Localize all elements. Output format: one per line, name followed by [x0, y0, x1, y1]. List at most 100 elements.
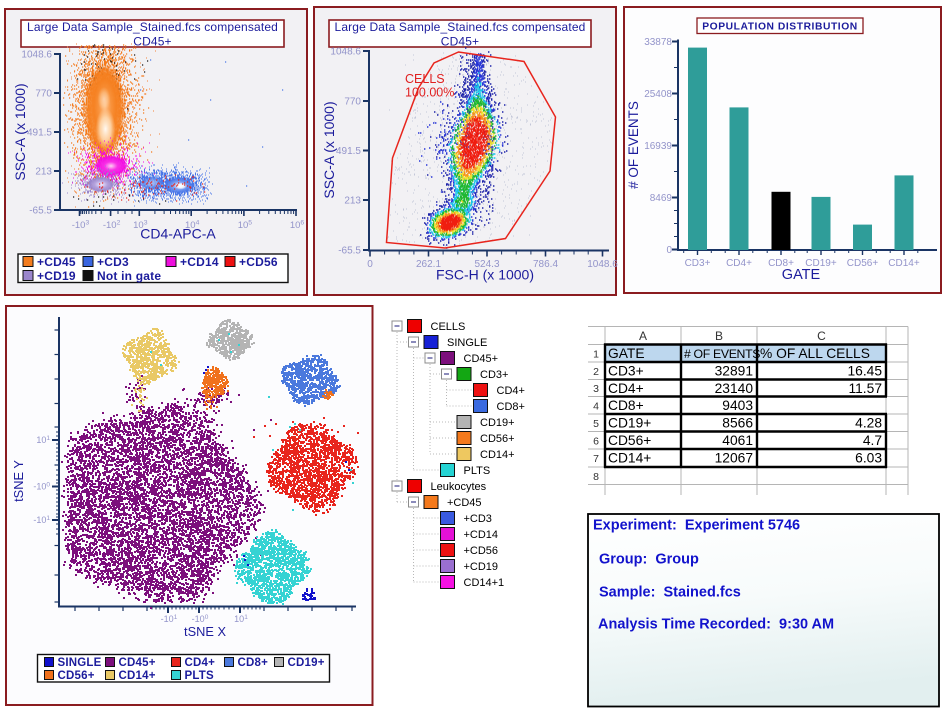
svg-text:8566: 8566 [722, 416, 753, 431]
svg-text:CD4-APC-A: CD4-APC-A [140, 226, 216, 242]
svg-text:Experiment: Experiment 5746: Experiment: Experiment 5746 [593, 518, 800, 534]
svg-text:PLTS: PLTS [185, 670, 214, 682]
svg-text:4061: 4061 [722, 433, 753, 448]
svg-text:# OF EVENTS: # OF EVENTS [626, 101, 641, 189]
svg-text:1048.6: 1048.6 [330, 47, 361, 58]
svg-text:6: 6 [593, 435, 599, 447]
svg-text:16939: 16939 [644, 141, 672, 152]
svg-text:1048.6: 1048.6 [587, 259, 618, 270]
svg-text:B: B [715, 329, 723, 343]
svg-text:SINGLE: SINGLE [58, 657, 102, 669]
svg-text:GATE: GATE [608, 346, 645, 361]
svg-text:0: 0 [367, 259, 373, 270]
svg-text:CD8+: CD8+ [768, 258, 794, 269]
svg-text:11.57: 11.57 [848, 381, 882, 396]
svg-text:SINGLE: SINGLE [447, 337, 487, 349]
svg-text:+CD56: +CD56 [239, 255, 278, 269]
svg-text:CD8+: CD8+ [608, 398, 644, 413]
svg-text:23140: 23140 [715, 381, 754, 396]
svg-text:CD19+: CD19+ [480, 417, 515, 429]
svg-text:+CD3: +CD3 [97, 255, 129, 269]
svg-text:2: 2 [593, 366, 599, 378]
svg-text:Sample: Stained.fcs: Sample: Stained.fcs [599, 585, 741, 601]
svg-text:-101: -101 [33, 515, 50, 525]
svg-text:SSC-A (x 1000): SSC-A (x 1000) [321, 101, 337, 198]
svg-text:CD4+: CD4+ [608, 381, 644, 396]
svg-text:-100: -100 [192, 614, 209, 624]
svg-text:PLTS: PLTS [464, 465, 491, 477]
svg-text:CD19+: CD19+ [608, 416, 651, 431]
svg-text:6.03: 6.03 [855, 451, 882, 466]
svg-text:CD8+: CD8+ [238, 657, 269, 669]
svg-text:CD4+: CD4+ [497, 385, 525, 397]
svg-text:+CD56: +CD56 [464, 545, 499, 557]
svg-text:262.1: 262.1 [416, 259, 441, 270]
svg-text:Not in gate: Not in gate [97, 269, 161, 283]
svg-text:4.28: 4.28 [855, 416, 882, 431]
svg-text:101: 101 [234, 614, 248, 624]
svg-text:-65.5: -65.5 [338, 246, 361, 257]
svg-text:0: 0 [666, 245, 672, 256]
svg-text:5: 5 [593, 418, 599, 430]
svg-text:25408: 25408 [644, 89, 672, 100]
svg-text:524.3: 524.3 [474, 259, 499, 270]
svg-text:770: 770 [35, 89, 52, 100]
svg-text:106: 106 [290, 220, 305, 232]
svg-text:-100: -100 [33, 482, 50, 492]
svg-text:CD3+: CD3+ [480, 369, 508, 381]
svg-text:+CD45: +CD45 [37, 255, 76, 269]
svg-text:CD14+: CD14+ [119, 670, 156, 682]
svg-text:Analysis Time Recorded: 9:30: Analysis Time Recorded: 9:30 AM [598, 617, 834, 633]
svg-text:4.7: 4.7 [863, 433, 882, 448]
svg-text:770: 770 [344, 97, 361, 108]
svg-text:+CD14: +CD14 [464, 529, 499, 541]
svg-text:CD56+: CD56+ [58, 670, 95, 682]
svg-text:# OF EVENTS: # OF EVENTS [684, 347, 760, 361]
svg-text:Large Data Sample_Stained.fcs: Large Data Sample_Stained.fcs compensate… [335, 20, 586, 34]
svg-text:CD8+: CD8+ [497, 401, 525, 413]
svg-text:CD45+: CD45+ [464, 353, 499, 365]
svg-text:A: A [639, 329, 647, 343]
svg-text:+CD19: +CD19 [464, 561, 499, 573]
svg-text:C: C [817, 329, 826, 343]
svg-text:786.4: 786.4 [533, 259, 558, 270]
svg-text:GATE: GATE [782, 267, 821, 283]
svg-text:tSNE Y: tSNE Y [11, 460, 26, 502]
svg-text:CD4+: CD4+ [726, 258, 752, 269]
svg-text:% OF ALL CELLS: % OF ALL CELLS [760, 346, 870, 361]
svg-text:SSC-A (x 1000): SSC-A (x 1000) [12, 83, 28, 180]
svg-text:CD45+: CD45+ [119, 657, 156, 669]
svg-text:CD3+: CD3+ [685, 258, 711, 269]
svg-text:CD56+: CD56+ [480, 433, 515, 445]
svg-text:CD45+: CD45+ [133, 34, 171, 48]
svg-text:213: 213 [344, 196, 361, 207]
svg-text:Leukocytes: Leukocytes [431, 481, 487, 493]
svg-text:CD14+: CD14+ [888, 258, 920, 269]
svg-text:101: 101 [36, 435, 50, 445]
svg-text:-102: -102 [103, 220, 121, 232]
svg-text:105: 105 [238, 220, 253, 232]
svg-text:CELLS: CELLS [405, 72, 445, 86]
svg-text:1048.6: 1048.6 [21, 50, 52, 61]
svg-text:CD3+: CD3+ [608, 364, 644, 379]
svg-text:7: 7 [593, 453, 599, 465]
svg-text:-101: -101 [161, 614, 178, 624]
svg-text:CD4+: CD4+ [185, 657, 216, 669]
svg-text:32891: 32891 [715, 364, 753, 379]
svg-text:+CD14: +CD14 [180, 255, 219, 269]
svg-text:4: 4 [593, 400, 599, 412]
svg-text:104: 104 [185, 220, 200, 232]
svg-text:491.5: 491.5 [336, 146, 361, 157]
svg-text:213: 213 [35, 167, 52, 178]
svg-text:FSC-H (x 1000): FSC-H (x 1000) [436, 267, 534, 283]
svg-text:CD45+: CD45+ [441, 34, 479, 48]
svg-text:1: 1 [593, 348, 599, 360]
svg-text:CD56+: CD56+ [847, 258, 879, 269]
svg-text:-103: -103 [72, 220, 90, 232]
svg-text:33878: 33878 [644, 37, 672, 48]
svg-text:Group: Group: Group: Group [599, 552, 699, 568]
svg-text:tSNE X: tSNE X [184, 624, 226, 639]
svg-text:CD19+: CD19+ [288, 657, 325, 669]
svg-text:8: 8 [593, 471, 599, 483]
svg-text:103: 103 [133, 220, 148, 232]
